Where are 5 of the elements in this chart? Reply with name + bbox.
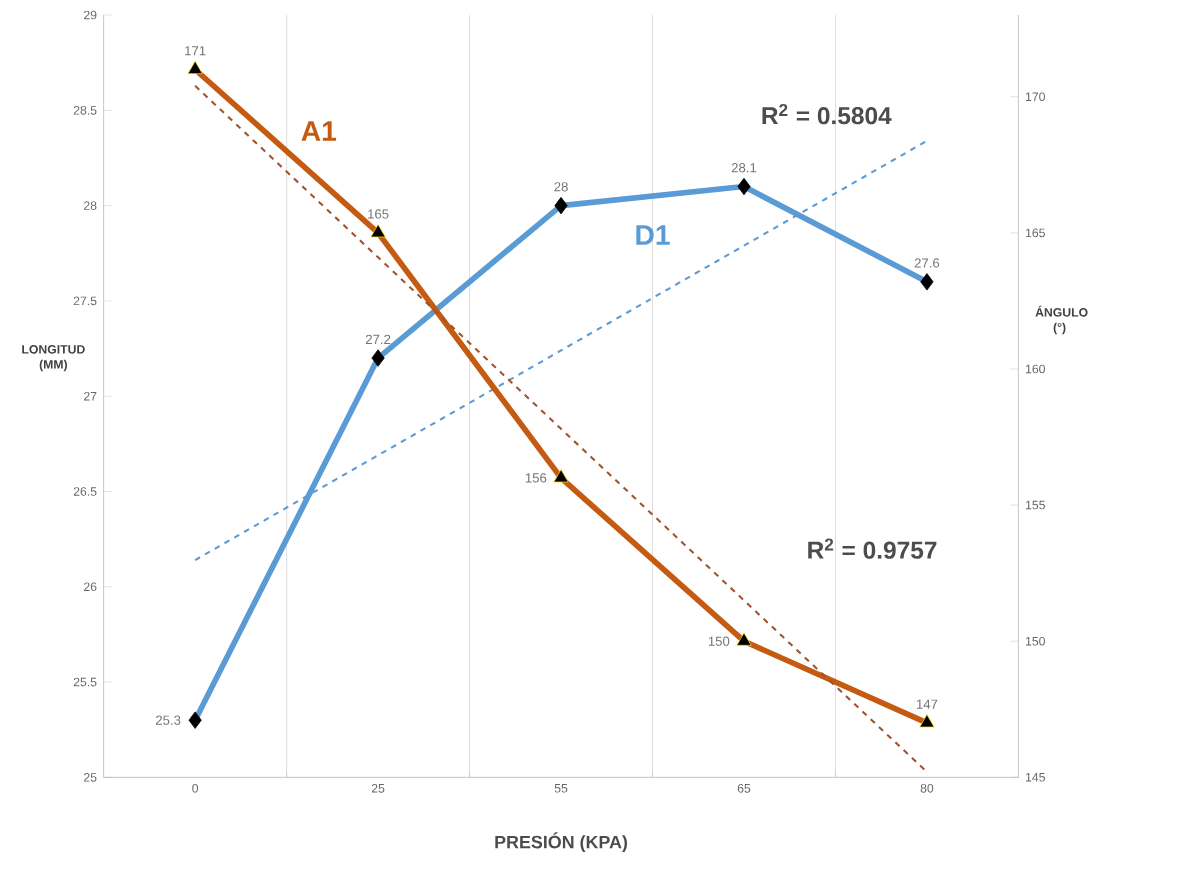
x-axis-title: PRESIÓN (KPA) bbox=[495, 832, 628, 853]
series-label: A1 bbox=[301, 121, 337, 141]
annotation: R$^{2}$ = 0.5804 bbox=[762, 104, 892, 125]
series-label: D1 bbox=[636, 225, 670, 245]
annotation: R$^{2}$ = 0.9757 bbox=[808, 538, 937, 560]
